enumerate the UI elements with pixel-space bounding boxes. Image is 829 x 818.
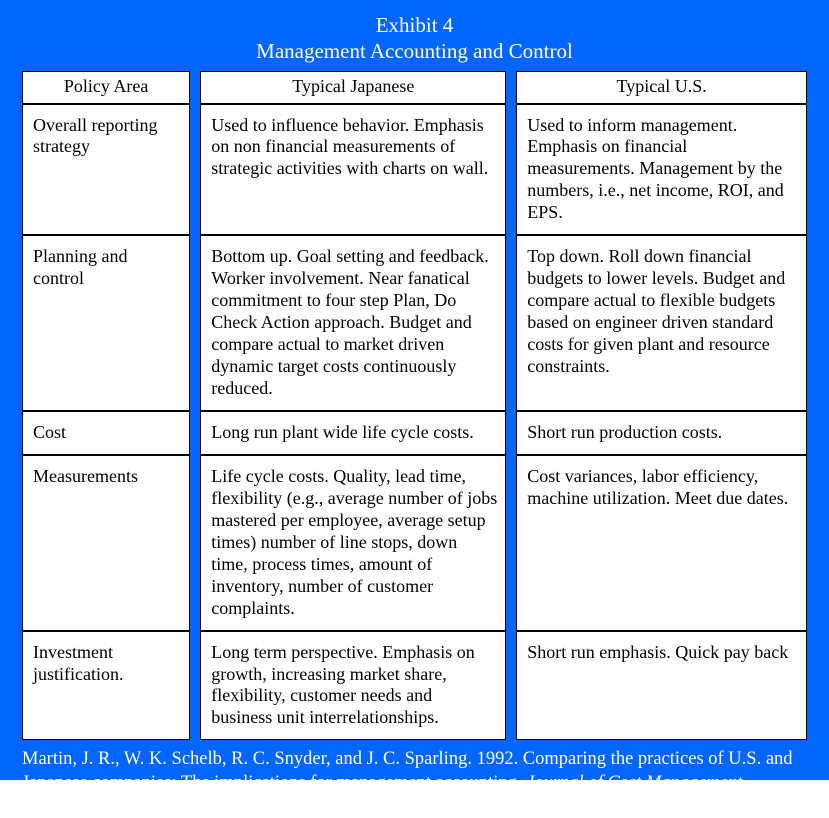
cell-policy: Overall reporting strategy bbox=[22, 104, 190, 236]
comparison-table: Policy Area Typical Japanese Typical U.S… bbox=[12, 71, 817, 741]
cell-us: Used to inform management. Emphasis on f… bbox=[516, 104, 807, 236]
exhibit-title: Exhibit 4 Management Accounting and Cont… bbox=[22, 12, 807, 65]
exhibit-container: Exhibit 4 Management Accounting and Cont… bbox=[0, 0, 829, 780]
title-line-1: Exhibit 4 bbox=[22, 12, 807, 38]
cell-japanese: Long run plant wide life cycle costs. bbox=[200, 411, 506, 455]
cell-japanese: Life cycle costs. Quality, lead time, fl… bbox=[200, 455, 506, 631]
table-row: Planning and control Bottom up. Goal set… bbox=[22, 235, 807, 411]
table-row: Measurements Life cycle costs. Quality, … bbox=[22, 455, 807, 631]
cell-japanese: Bottom up. Goal setting and feedback. Wo… bbox=[200, 235, 506, 411]
header-typical-japanese: Typical Japanese bbox=[200, 71, 506, 104]
table-row: Cost Long run plant wide life cycle cost… bbox=[22, 411, 807, 455]
cell-us: Short run production costs. bbox=[516, 411, 807, 455]
cell-policy: Planning and control bbox=[22, 235, 190, 411]
cell-policy: Cost bbox=[22, 411, 190, 455]
cell-us: Top down. Roll down financial budgets to… bbox=[516, 235, 807, 411]
table-row: Overall reporting strategy Used to influ… bbox=[22, 104, 807, 236]
header-policy-area: Policy Area bbox=[22, 71, 190, 104]
table-row: Investment justification. Long term pers… bbox=[22, 631, 807, 741]
cell-us: Short run emphasis. Quick pay back bbox=[516, 631, 807, 741]
citation-rest: (Spring): 6-14. https://maaw.info/Articl… bbox=[22, 796, 571, 816]
cell-japanese: Long term perspective. Emphasis on growt… bbox=[200, 631, 506, 741]
cell-us: Cost variances, labor efficiency, machin… bbox=[516, 455, 807, 631]
cell-policy: Investment justification. bbox=[22, 631, 190, 741]
citation-journal: Journal of Cost Management bbox=[526, 773, 742, 793]
cell-policy: Measurements bbox=[22, 455, 190, 631]
table-header-row: Policy Area Typical Japanese Typical U.S… bbox=[22, 71, 807, 104]
title-line-2: Management Accounting and Control bbox=[22, 38, 807, 64]
header-typical-us: Typical U.S. bbox=[516, 71, 807, 104]
citation-text: Martin, J. R., W. K. Schelb, R. C. Snyde… bbox=[22, 748, 807, 817]
cell-japanese: Used to influence behavior. Emphasis on … bbox=[200, 104, 506, 236]
